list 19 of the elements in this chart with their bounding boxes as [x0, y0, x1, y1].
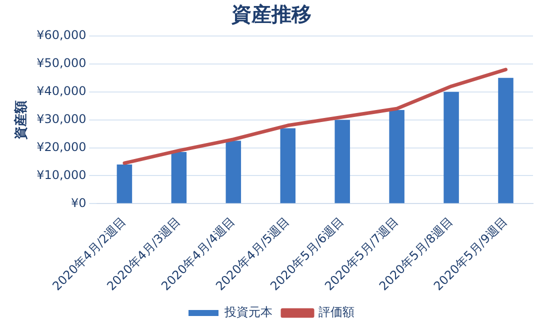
- bar: [226, 140, 242, 204]
- bar: [171, 152, 187, 204]
- y-tick-label: ¥10,000: [36, 168, 86, 182]
- bar: [498, 78, 514, 204]
- bar: [116, 164, 132, 204]
- bar: [389, 110, 404, 204]
- y-axis-title: 資産額: [13, 100, 30, 140]
- chart-title: 資産推移: [230, 2, 312, 26]
- y-tick-label: ¥50,000: [36, 56, 86, 70]
- y-tick-label: ¥40,000: [36, 84, 86, 98]
- y-tick-label: ¥30,000: [36, 112, 86, 126]
- legend-label: 評価額: [318, 305, 354, 320]
- y-tick-label: ¥60,000: [36, 28, 86, 42]
- bar: [280, 128, 296, 204]
- y-tick-label: ¥20,000: [36, 140, 86, 154]
- y-tick-label: ¥0: [70, 196, 86, 210]
- legend-label: 投資元本: [224, 305, 272, 320]
- bar: [444, 92, 459, 204]
- bar: [334, 120, 350, 204]
